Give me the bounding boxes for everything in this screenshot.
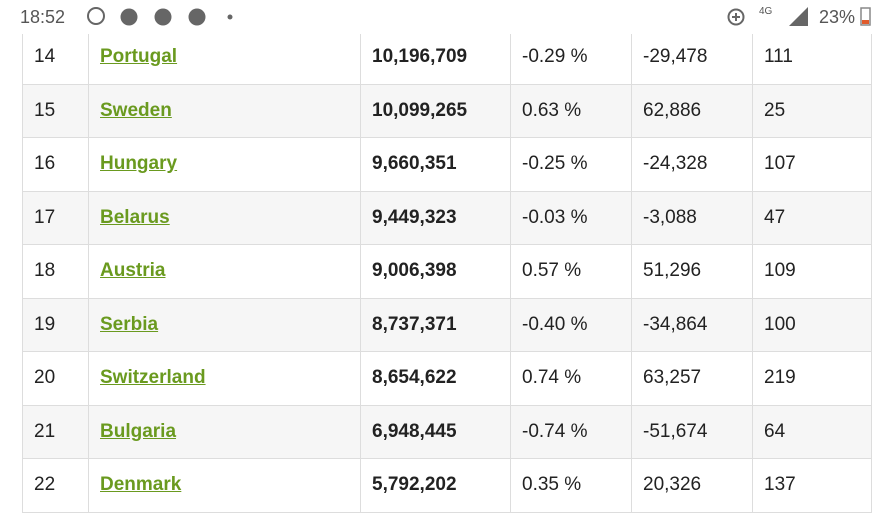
yearly-change-cell: 0.74 % [510,351,632,406]
table-row: 19 Serbia 8,737,371 -0.40 % -34,864 100 [22,297,872,352]
table-row: 22 Denmark 5,792,202 0.35 % 20,326 137 [22,458,872,513]
country-link[interactable]: Hungary [100,153,178,175]
country-cell: Belarus [88,190,361,245]
country-cell: Hungary [88,137,361,192]
country-link[interactable]: Belarus [100,206,170,228]
population-cell: 9,006,398 [360,244,511,299]
density-cell: 111 [752,30,872,85]
table-row: 16 Hungary 9,660,351 -0.25 % -24,328 107 [22,137,872,192]
density-cell: 100 [752,297,872,352]
table-row: 18 Austria 9,006,398 0.57 % 51,296 109 [22,244,872,299]
density-cell: 219 [752,351,872,406]
yearly-change-cell: -0.74 % [510,404,632,459]
rank-cell: 17 [22,190,89,245]
yearly-change-cell: 0.57 % [510,244,632,299]
rank-cell: 20 [22,351,89,406]
population-cell: 9,660,351 [360,137,511,192]
country-cell: Portugal [88,30,361,85]
net-change-cell: -29,478 [631,30,753,85]
rank-cell: 22 [22,458,89,513]
density-cell: 109 [752,244,872,299]
table-row: 21 Bulgaria 6,948,445 -0.74 % -51,674 64 [22,404,872,459]
country-link[interactable]: Bulgaria [100,420,177,442]
density-cell: 47 [752,190,872,245]
rank-cell: 16 [22,137,89,192]
country-link[interactable]: Sweden [100,99,172,121]
net-change-cell: 20,326 [631,458,753,513]
table-row: 20 Switzerland 8,654,622 0.74 % 63,257 219 [22,351,872,406]
country-cell: Switzerland [88,351,361,406]
country-cell: Bulgaria [88,404,361,459]
table-row: 17 Belarus 9,449,323 -0.03 % -3,088 47 [22,190,872,245]
net-change-cell: -24,328 [631,137,753,192]
country-link[interactable]: Denmark [100,474,182,496]
country-link[interactable]: Austria [100,260,166,282]
country-cell: Serbia [88,297,361,352]
yearly-change-cell: -0.03 % [510,190,632,245]
rank-cell: 21 [22,404,89,459]
status-icons [87,7,871,26]
density-cell: 107 [752,137,872,192]
table-row: 15 Sweden 10,099,265 0.63 % 62,886 25 [22,83,872,138]
battery-level: 23% [819,7,856,27]
country-link[interactable]: Switzerland [100,367,206,389]
population-cell: 5,792,202 [360,458,511,513]
density-cell: 137 [752,458,872,513]
network-type: 4G [759,6,773,17]
rank-cell: 18 [22,244,89,299]
net-change-cell: -3,088 [631,190,753,245]
yearly-change-cell: -0.40 % [510,297,632,352]
net-change-cell: 63,257 [631,351,753,406]
rank-cell: 14 [22,30,89,85]
population-cell: 8,737,371 [360,297,511,352]
country-cell: Sweden [88,83,361,138]
density-cell: 25 [752,83,872,138]
population-cell: 9,449,323 [360,190,511,245]
rank-cell: 19 [22,297,89,352]
population-cell: 10,196,709 [360,30,511,85]
yearly-change-cell: -0.25 % [510,137,632,192]
country-link[interactable]: Serbia [100,313,159,335]
net-change-cell: 51,296 [631,244,753,299]
table-row: 14 Portugal 10,196,709 -0.29 % -29,478 111 [22,30,872,85]
net-change-cell: -51,674 [631,404,753,459]
population-cell: 8,654,622 [360,351,511,406]
yearly-change-cell: -0.29 % [510,30,632,85]
yearly-change-cell: 0.63 % [510,83,632,138]
net-change-cell: 62,886 [631,83,753,138]
population-cell: 10,099,265 [360,83,511,138]
status-bar: 18:52 4G 23% [0,0,893,34]
population-table: 14 Portugal 10,196,709 -0.29 % -29,478 111 15 S… [22,30,872,513]
country-link[interactable]: Portugal [100,46,178,68]
yearly-change-cell: 0.35 % [510,458,632,513]
population-cell: 6,948,445 [360,404,511,459]
density-cell: 64 [752,404,872,459]
country-cell: Denmark [88,458,361,513]
net-change-cell: -34,864 [631,297,753,352]
country-cell: Austria [88,244,361,299]
rank-cell: 15 [22,83,89,138]
clock: 18:52 [20,7,66,27]
